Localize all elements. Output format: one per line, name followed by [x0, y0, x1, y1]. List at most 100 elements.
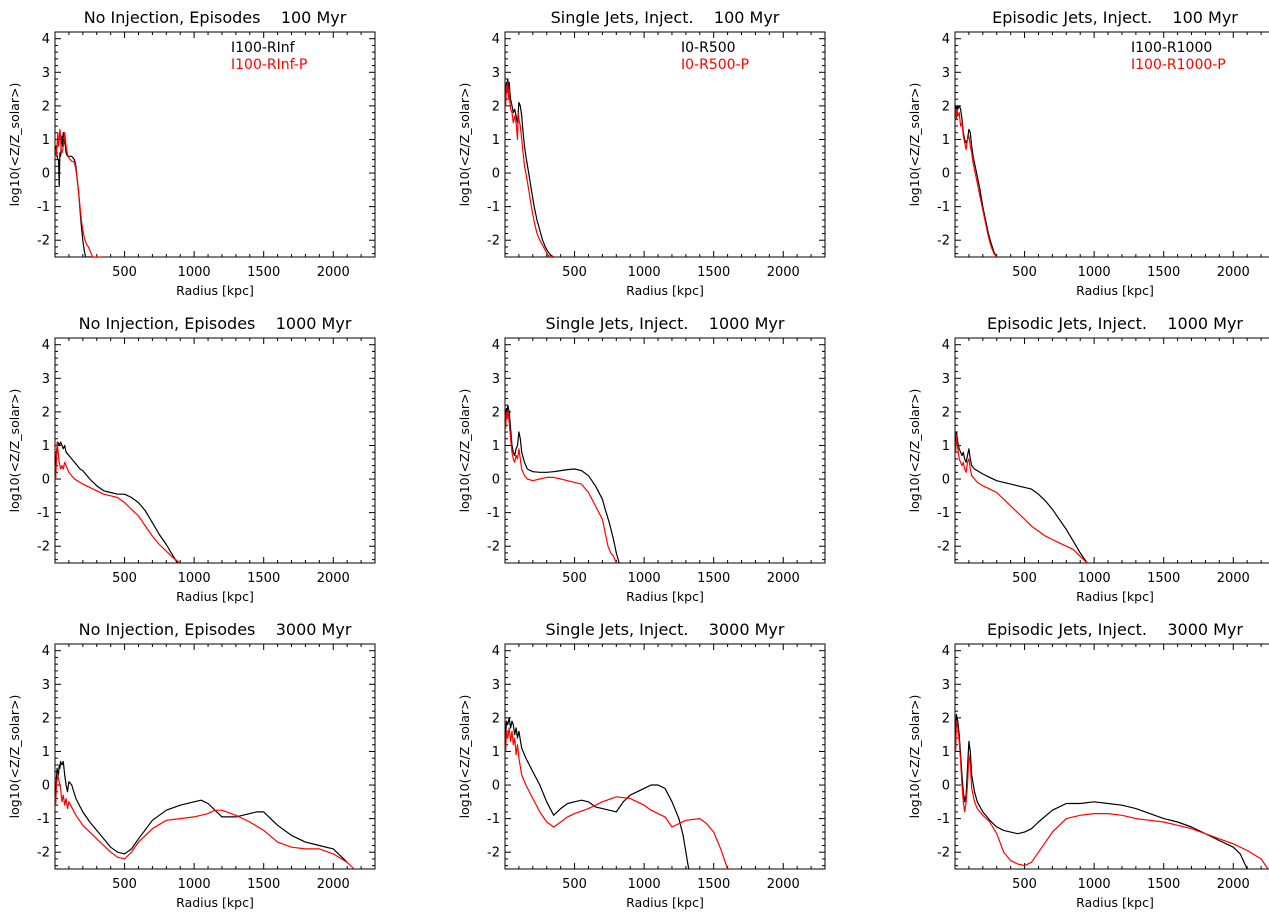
y-tick-label: 1 [42, 745, 50, 760]
y-tick-label: -2 [937, 846, 950, 861]
x-tick-label: 500 [562, 265, 587, 280]
y-axis-label: log10(<Z/Z_solar>) [907, 695, 922, 819]
panel-title: Episodic Jets, Inject. 3000 Myr [987, 620, 1243, 639]
legend-entry: I100-R1000-P [1131, 57, 1226, 73]
y-axis-label: log10(<Z/Z_solar>) [907, 389, 922, 513]
panel-7: No Injection, Episodes 3000 Myr 500 1000 15… [7, 620, 376, 910]
y-tick-label: -2 [487, 846, 500, 861]
series-line-red [955, 434, 1088, 563]
series-line-black [955, 105, 998, 257]
x-axis-label: Radius [kpc] [626, 283, 704, 298]
y-tick-label: -2 [37, 846, 50, 861]
x-tick-label: 1500 [247, 877, 280, 892]
series-line-red [505, 727, 729, 869]
y-axis-label: log10(<Z/Z_solar>) [457, 83, 472, 207]
y-tick-label: 3 [492, 372, 500, 387]
y-tick-label: 1 [492, 745, 500, 760]
series-line-red [505, 81, 554, 257]
panel-title: Episodic Jets, Inject. 1000 Myr [987, 314, 1243, 333]
y-tick-label: -1 [487, 812, 500, 827]
y-tick-label: 2 [42, 711, 50, 726]
legend-entry: I100-RInf [231, 40, 296, 56]
series-group [55, 128, 103, 257]
series-line-black [505, 78, 555, 257]
x-axis-label: Radius [kpc] [626, 895, 704, 910]
y-tick-label: 4 [492, 32, 500, 47]
x-tick-label: 1500 [1147, 265, 1180, 280]
x-axis-label: Radius [kpc] [626, 589, 704, 604]
y-tick-label: 0 [42, 473, 50, 488]
y-tick-label: -2 [937, 540, 950, 555]
x-tick-label: 1000 [628, 877, 661, 892]
series-group [955, 431, 1088, 563]
y-tick-label: -1 [937, 200, 950, 215]
y-tick-label: 4 [942, 32, 950, 47]
series-line-red [955, 108, 998, 257]
series-line-black [55, 441, 178, 563]
series-group [955, 105, 998, 257]
y-tick-label: 3 [42, 372, 50, 387]
legend-entry: I100-R1000 [1131, 40, 1212, 56]
y-axis-label: log10(<Z/Z_solar>) [7, 83, 22, 207]
y-tick-label: 2 [42, 99, 50, 114]
panel-2: Single Jets, Inject. 100 Myr 500 1000 1500 2… [457, 8, 826, 298]
plot-frame [954, 643, 1269, 870]
y-tick-label: 1 [42, 439, 50, 454]
panel-1: No Injection, Episodes 100 Myr 500 1000 150… [7, 8, 376, 298]
y-tick-label: -1 [487, 200, 500, 215]
y-tick-label: 2 [942, 405, 950, 420]
panel-6: Episodic Jets, Inject. 1000 Myr 500 1000 15… [907, 314, 1269, 604]
series-line-black [505, 717, 690, 869]
series-line-black [955, 713, 1248, 869]
panel-title: Single Jets, Inject. 3000 Myr [546, 620, 785, 639]
series-group [955, 713, 1269, 869]
x-tick-label: 500 [112, 571, 137, 586]
legend-entry: I0-R500 [681, 40, 736, 56]
x-axis-label: Radius [kpc] [176, 589, 254, 604]
x-tick-label: 2000 [1217, 265, 1250, 280]
y-tick-label: 3 [492, 678, 500, 693]
plot-frame [954, 337, 1269, 564]
y-tick-label: 4 [42, 644, 50, 659]
x-tick-label: 2000 [767, 877, 800, 892]
x-tick-label: 500 [562, 877, 587, 892]
y-tick-label: -1 [487, 506, 500, 521]
y-tick-label: 0 [492, 473, 500, 488]
y-tick-label: 2 [492, 711, 500, 726]
y-tick-label: 4 [492, 338, 500, 353]
plot-frame [954, 31, 1269, 258]
panel-5: Single Jets, Inject. 1000 Myr 500 1000 1500… [457, 314, 826, 604]
y-tick-label: -1 [37, 200, 50, 215]
x-tick-label: 1500 [1147, 877, 1180, 892]
x-tick-label: 2000 [317, 571, 350, 586]
series-line-black [955, 431, 1088, 563]
x-tick-label: 500 [112, 265, 137, 280]
x-tick-label: 1000 [628, 265, 661, 280]
panel-title: No Injection, Episodes 3000 Myr [79, 620, 352, 639]
x-axis-label: Radius [kpc] [1076, 283, 1154, 298]
y-tick-label: 0 [42, 167, 50, 182]
x-tick-label: 1500 [247, 265, 280, 280]
series-line-black [55, 760, 348, 863]
series-line-black [55, 132, 92, 257]
series-group [505, 717, 729, 869]
plot-frame [504, 337, 826, 564]
plot-frame [54, 31, 376, 258]
x-tick-label: 1500 [697, 265, 730, 280]
y-tick-label: 3 [942, 372, 950, 387]
x-tick-label: 1000 [1078, 571, 1111, 586]
x-tick-label: 2000 [1217, 877, 1250, 892]
panel-title: Episodic Jets, Inject. 100 Myr [992, 8, 1238, 27]
series-line-black [505, 404, 620, 563]
x-axis-label: Radius [kpc] [1076, 895, 1154, 910]
plot-frame [54, 337, 376, 564]
y-axis-label: log10(<Z/Z_solar>) [457, 695, 472, 819]
series-line-red [55, 774, 355, 869]
x-tick-label: 1500 [697, 571, 730, 586]
y-tick-label: 4 [42, 32, 50, 47]
y-tick-label: 3 [942, 678, 950, 693]
series-line-red [55, 441, 181, 563]
y-tick-label: 0 [492, 779, 500, 794]
y-tick-label: 2 [492, 99, 500, 114]
